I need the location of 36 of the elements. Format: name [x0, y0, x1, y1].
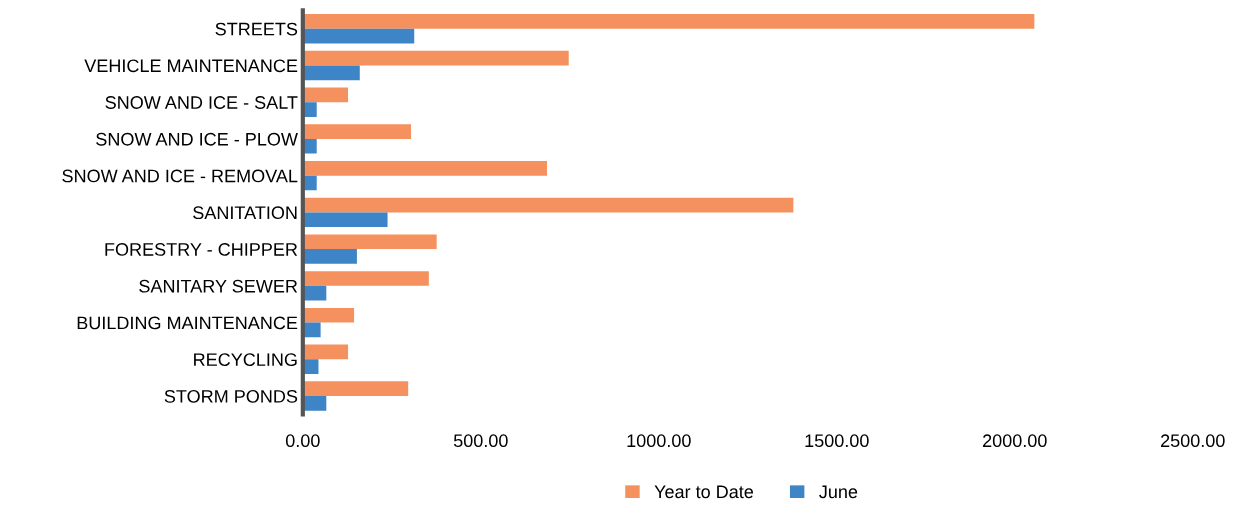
bar [302, 28, 415, 44]
bar [302, 381, 409, 397]
bar [302, 285, 327, 301]
bar [302, 14, 1035, 29]
y-tick-label: SNOW AND ICE - PLOW [96, 132, 298, 146]
y-tick-label: FORESTRY - CHIPPER [105, 243, 298, 256]
y-tick-label: RECYCLING [194, 353, 297, 367]
bar [302, 271, 429, 286]
y-tick-label: SANITATION [193, 206, 297, 220]
bar [302, 124, 412, 139]
legend-label: Year to Date [654, 485, 754, 499]
bar [302, 50, 569, 66]
y-tick-label: BUILDING MAINTENANCE [77, 316, 298, 330]
bar [302, 344, 349, 360]
y-tick-label: SNOW AND ICE - REMOVAL [62, 169, 298, 183]
y-tick-label: STREETS [215, 22, 298, 36]
bar [302, 307, 355, 323]
bar [302, 160, 548, 176]
y-tick-label: SNOW AND ICE - SALT [105, 96, 298, 109]
bar [302, 212, 388, 228]
x-tick-label: 1000.00 [627, 434, 691, 448]
bar [302, 197, 794, 213]
bar [302, 249, 357, 264]
bar [302, 234, 437, 250]
legend-label: June [819, 485, 858, 499]
bar [302, 65, 360, 81]
x-tick-label: 1500.00 [805, 434, 869, 448]
bar [302, 87, 349, 103]
y-tick-label: VEHICLE MAINTENANCE [84, 59, 298, 73]
y-tick-label: SANITARY SEWER [139, 279, 298, 293]
x-tick-label: 500.00 [453, 434, 508, 448]
x-tick-label: 2000.00 [983, 434, 1047, 448]
x-tick-label: 2500.00 [1161, 434, 1225, 448]
y-tick-label: STORM PONDS [164, 389, 298, 403]
x-tick-label: 0.00 [285, 434, 320, 448]
bar [302, 396, 327, 411]
